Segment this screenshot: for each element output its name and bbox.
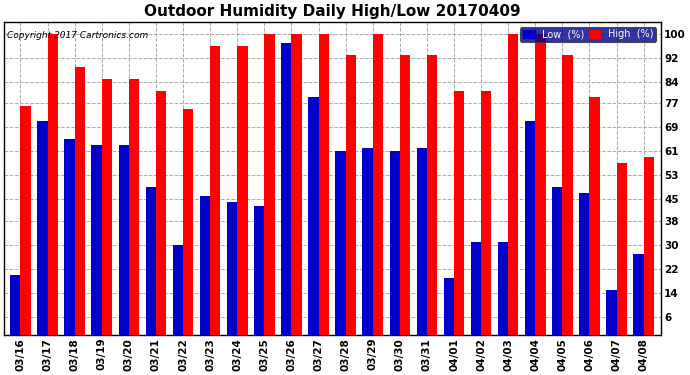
Bar xyxy=(417,148,427,335)
Bar xyxy=(210,46,220,335)
Bar xyxy=(390,151,400,335)
Bar xyxy=(172,244,183,335)
Bar xyxy=(444,278,454,335)
Bar xyxy=(200,196,210,335)
Bar xyxy=(129,79,139,335)
Bar xyxy=(101,79,112,335)
Bar xyxy=(633,254,644,335)
Bar xyxy=(119,145,129,335)
Bar xyxy=(589,97,600,335)
Bar xyxy=(291,34,302,335)
Bar xyxy=(552,188,562,335)
Bar xyxy=(607,290,617,335)
Bar xyxy=(21,106,31,335)
Bar xyxy=(509,34,518,335)
Legend: Low  (%), High  (%): Low (%), High (%) xyxy=(520,27,656,42)
Bar xyxy=(498,242,509,335)
Bar xyxy=(579,194,589,335)
Bar xyxy=(427,55,437,335)
Bar xyxy=(617,164,627,335)
Bar xyxy=(91,145,101,335)
Bar xyxy=(373,34,383,335)
Bar xyxy=(644,157,654,335)
Bar xyxy=(362,148,373,335)
Bar xyxy=(281,43,291,335)
Bar xyxy=(454,91,464,335)
Bar xyxy=(308,97,319,335)
Bar xyxy=(156,91,166,335)
Bar xyxy=(319,34,329,335)
Bar xyxy=(471,242,481,335)
Bar xyxy=(254,206,264,335)
Bar xyxy=(535,34,546,335)
Bar xyxy=(481,91,491,335)
Bar xyxy=(64,139,75,335)
Bar xyxy=(525,121,535,335)
Bar xyxy=(75,67,85,335)
Bar xyxy=(10,275,21,335)
Bar xyxy=(562,55,573,335)
Bar xyxy=(48,34,58,335)
Bar xyxy=(335,151,346,335)
Title: Outdoor Humidity Daily High/Low 20170409: Outdoor Humidity Daily High/Low 20170409 xyxy=(144,4,521,19)
Bar xyxy=(146,188,156,335)
Bar xyxy=(237,46,248,335)
Bar xyxy=(37,121,48,335)
Bar xyxy=(346,55,356,335)
Bar xyxy=(264,34,275,335)
Bar xyxy=(400,55,410,335)
Text: Copyright 2017 Cartronics.com: Copyright 2017 Cartronics.com xyxy=(8,31,149,40)
Bar xyxy=(227,202,237,335)
Bar xyxy=(183,109,193,335)
